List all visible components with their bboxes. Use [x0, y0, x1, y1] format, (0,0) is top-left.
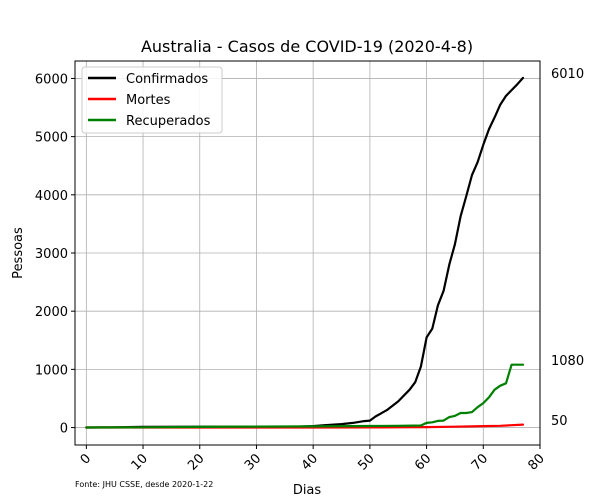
grid-lines — [75, 61, 541, 445]
legend-box — [81, 66, 223, 134]
end-label-mortes: 50 — [551, 414, 568, 429]
x-axis-label: Dias — [293, 483, 322, 498]
series-line-recuperados — [85, 363, 525, 429]
x-tick-label: 40 — [299, 451, 321, 473]
x-tick-label: 70 — [469, 451, 491, 473]
y-tick-label: 0 — [60, 422, 68, 437]
y-tick-label: 6000 — [35, 72, 68, 87]
end-label-recuperados: 1080 — [551, 354, 584, 369]
x-tick-label: 50 — [355, 451, 377, 473]
x-tick-label: 20 — [185, 451, 207, 473]
legend: Confirmados Mortes Recuperados — [81, 66, 223, 134]
y-axis-label: Pessoas — [11, 227, 26, 279]
chart-title: Australia - Casos de COVID-19 (2020-4-8) — [141, 37, 473, 56]
y-tick-label: 3000 — [35, 247, 68, 262]
x-tick-label: 30 — [242, 451, 264, 473]
x-tick-label: 10 — [129, 451, 151, 473]
y-tick-label: 2000 — [35, 305, 68, 320]
x-tick-label: 0 — [78, 451, 94, 467]
legend-label-confirmados: Confirmados — [126, 72, 208, 87]
source-note: Fonte: JHU CSSE, desde 2020-1-22 — [75, 480, 213, 489]
legend-label-recuperados: Recuperados — [126, 114, 211, 129]
y-tick-label: 5000 — [35, 131, 68, 146]
y-tick-label: 4000 — [35, 189, 68, 204]
x-tick-label: 60 — [412, 451, 434, 473]
y-tick-label: 1000 — [35, 363, 68, 378]
series-lines — [85, 76, 525, 429]
x-tick-label: 80 — [526, 451, 548, 473]
legend-label-mortes: Mortes — [126, 93, 171, 108]
series-line-mortes — [85, 423, 525, 429]
end-label-confirmados: 6010 — [551, 67, 584, 82]
